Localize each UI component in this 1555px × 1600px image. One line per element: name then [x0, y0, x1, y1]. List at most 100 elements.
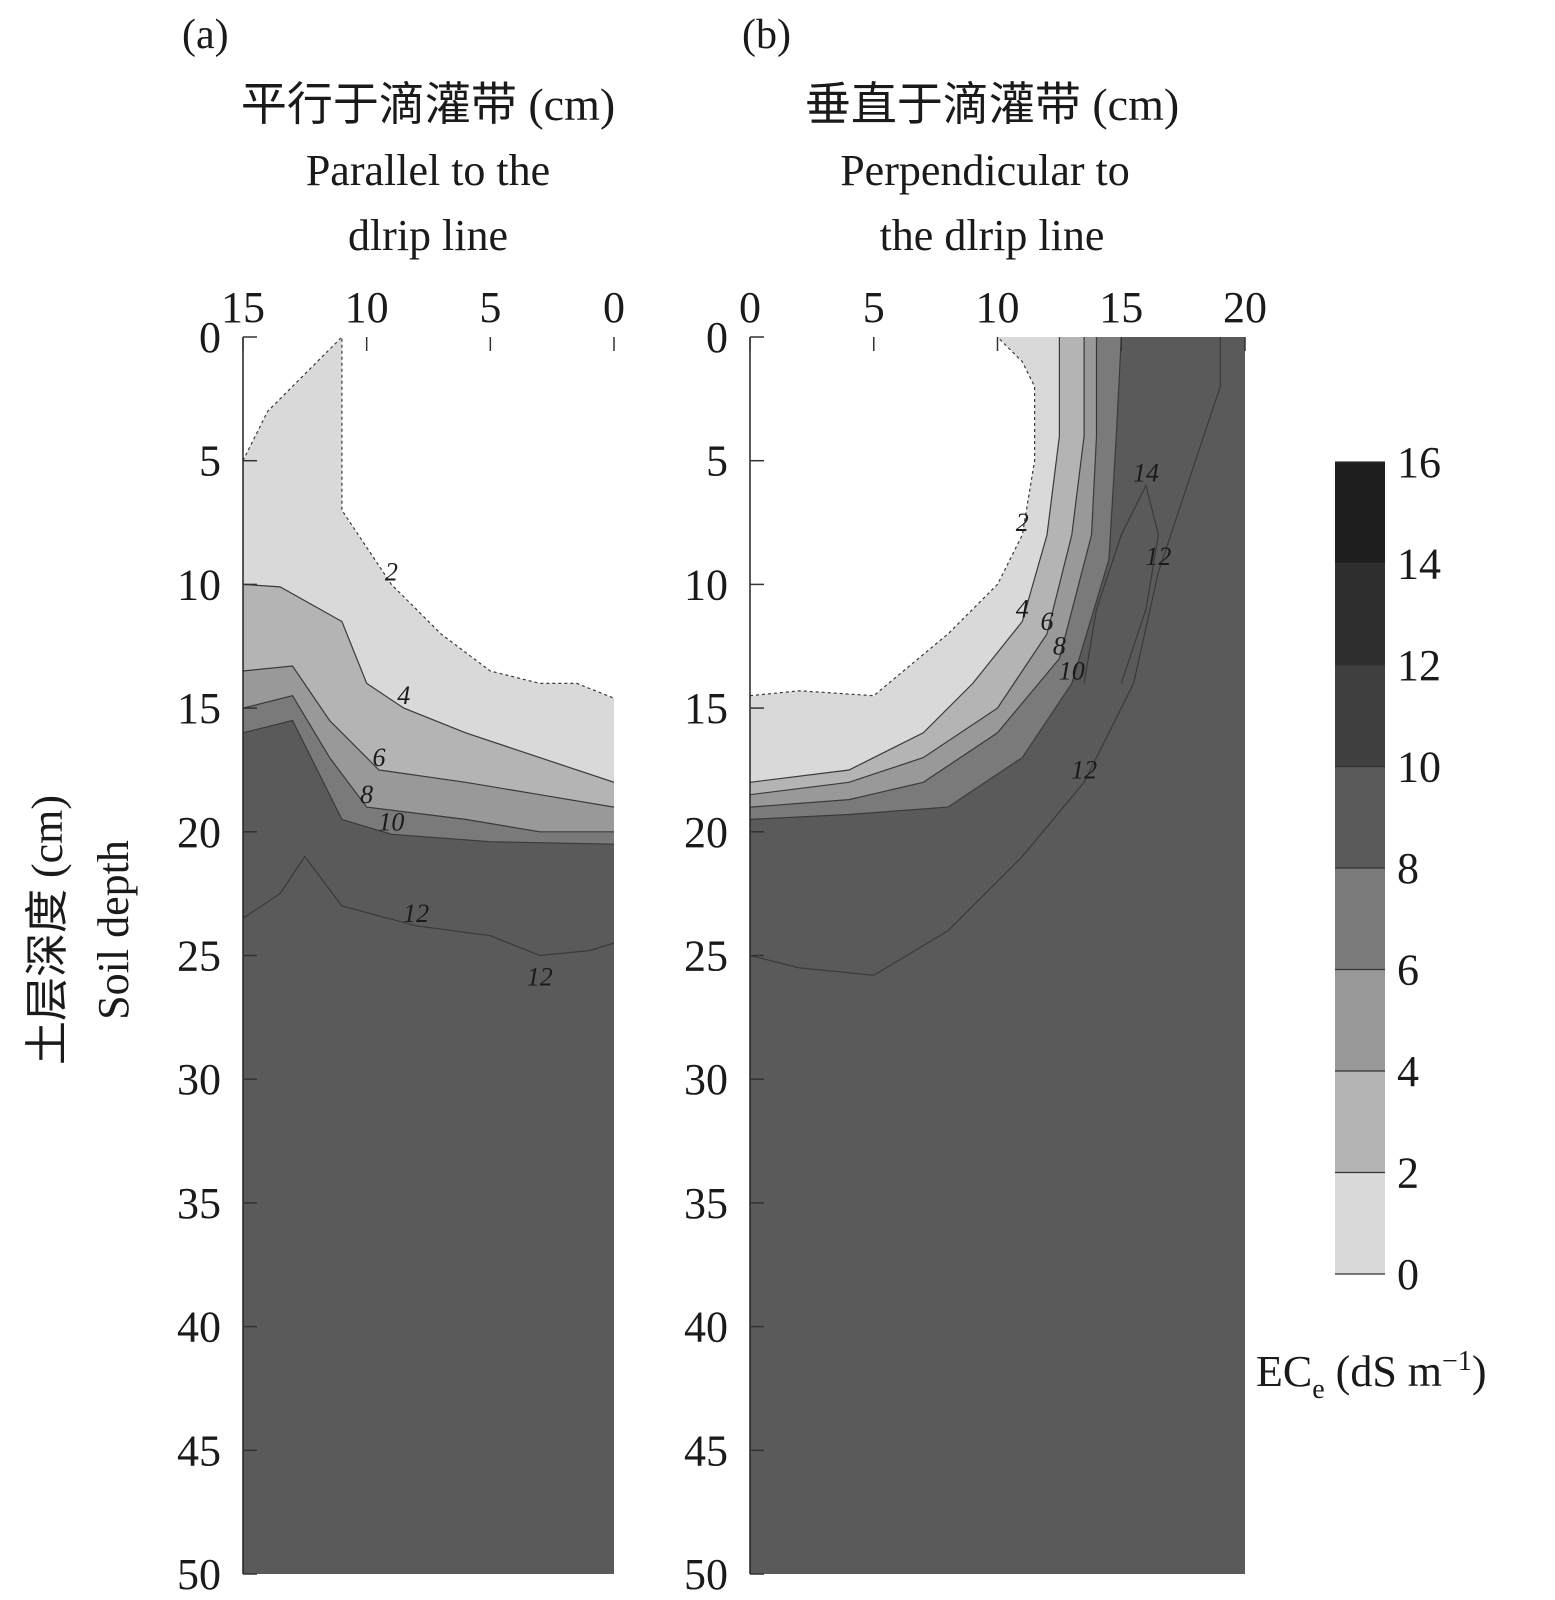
y-axis-label-en: Soil depth [89, 840, 138, 1020]
colorbar: 0 2 4 6 8 10 12 14 16 [1335, 438, 1441, 1299]
panel-a-filled-bands [243, 337, 614, 957]
panel-a-band-below-2 [243, 337, 614, 699]
panel-b-x-tick-label: 15 [1099, 283, 1143, 332]
colorbar-tick-label: 2 [1397, 1149, 1419, 1198]
panel-b-y-tick-label: 35 [684, 1179, 728, 1228]
panel-b-y-tick-label: 50 [684, 1550, 728, 1599]
colorbar-tick-label: 0 [1397, 1250, 1419, 1299]
panel-b-iso-line-8 [750, 337, 1098, 808]
colorbar-swatch [1335, 665, 1385, 767]
panel-a-iso-line-6 [243, 665, 614, 808]
panel-b-y-tick-label: 40 [684, 1303, 728, 1352]
panel-b-iso-line-12 [750, 337, 1221, 976]
panel-b-y-tick-label: 10 [684, 560, 728, 609]
colorbar-tick-label: 16 [1397, 438, 1441, 487]
panel-a-contour-label: 12 [403, 899, 429, 928]
panel-b-contour-label: 2 [1016, 508, 1029, 537]
colorbar-label-close: ) [1472, 1347, 1487, 1396]
panel-a-iso-line-2 [243, 337, 614, 699]
colorbar-tick-label: 10 [1397, 743, 1441, 792]
colorbar-tick-label: 8 [1397, 844, 1419, 893]
colorbar-tick-label: 14 [1397, 540, 1441, 589]
panel-a-y-tick-label: 25 [177, 932, 221, 981]
panel-b-iso-line-2 [750, 337, 1036, 697]
colorbar-swatch [1335, 563, 1385, 665]
panel-a-contour-label: 2 [385, 557, 398, 586]
colorbar-tick-label: 12 [1397, 641, 1441, 690]
panel-a-y-tick-label: 30 [177, 1055, 221, 1104]
panel-b-contour-label: 8 [1053, 632, 1066, 661]
panel-a-iso-line-8 [243, 695, 614, 833]
colorbar-swatch [1335, 1071, 1385, 1173]
panel-a-y-tick-label: 20 [177, 808, 221, 857]
panel-a-contour-label: 8 [360, 780, 373, 809]
colorbar-swatch [1335, 1172, 1385, 1274]
panel-a-title-en-line1: Parallel to the [306, 146, 550, 195]
y-axis-label-cn: 土层深度 (cm) [23, 795, 72, 1065]
panel-a-y-tick-label: 10 [177, 560, 221, 609]
panel-b-contour-label: 12 [1145, 542, 1171, 571]
panel-a-letter: (a) [182, 12, 229, 58]
panel-b-title-en-line1: Perpendicular to [840, 146, 1130, 195]
panel-b-contour-label: 14 [1133, 458, 1159, 487]
panel-b-contour-label: 4 [1016, 595, 1029, 624]
panel-b-contour-label: 6 [1041, 607, 1054, 636]
panel-b-letter: (b) [742, 12, 791, 58]
colorbar-label-superscript: −1 [1442, 1346, 1472, 1377]
panel-b-iso-line-6 [750, 337, 1085, 796]
panel-a-y-tick-label: 15 [177, 684, 221, 733]
panel-b-y-tick-label: 25 [684, 932, 728, 981]
panel-b-y-tick-label: 0 [706, 313, 728, 362]
panel-b-band-below-2 [750, 337, 1035, 696]
y-axis-label: 土层深度 (cm) [23, 795, 72, 1065]
colorbar-tick-label: 4 [1397, 1047, 1419, 1096]
colorbar-label-unit: (dS m [1325, 1347, 1442, 1396]
panel-a-x-tick-label: 0 [603, 283, 625, 332]
colorbar-label-main: EC [1256, 1347, 1312, 1396]
panel-a-title-cn: 平行于滴灌带 (cm) [241, 79, 615, 130]
colorbar-swatch [1335, 868, 1385, 970]
panel-b-y-tick-label: 30 [684, 1055, 728, 1104]
panel-b-x-tick-label: 20 [1223, 283, 1267, 332]
panel-b-contour-label: 10 [1059, 656, 1085, 685]
colorbar-label-subscript: e [1312, 1374, 1324, 1405]
panel-a-y-tick-label: 35 [177, 1179, 221, 1228]
panel-b-x-tick-label: 5 [863, 283, 885, 332]
colorbar-swatch [1335, 462, 1385, 564]
panel-a-y-tick-label: 0 [199, 313, 221, 362]
panel-b-y-tick-label: 5 [706, 437, 728, 486]
panel-a-contour-label: 12 [527, 963, 553, 992]
colorbar-tick-label: 6 [1397, 946, 1419, 995]
panel-b-title-en-line2: the dlrip line [880, 211, 1105, 260]
panel-b-x-tick-label: 0 [739, 283, 761, 332]
panel-a-x-tick-label: 10 [345, 283, 389, 332]
panel-b-iso-line-4 [750, 337, 1061, 783]
panel-a-y-tick-label: 40 [177, 1303, 221, 1352]
panel-b-iso-line-10 [750, 337, 1122, 820]
panel-b-filled-bands [750, 337, 1221, 976]
panel-a-contour-label: 4 [397, 681, 410, 710]
panel-a-contour-label: 10 [378, 807, 404, 836]
colorbar-label: ECe (dS m−1) [1256, 1346, 1486, 1405]
panel-b-y-tick-label: 15 [684, 684, 728, 733]
panel-a-iso-line-10 [243, 719, 614, 845]
panel-a-iso-line-4 [243, 583, 614, 783]
panel-a-x-tick-label: 5 [479, 283, 501, 332]
panel-a-y-tick-label: 50 [177, 1550, 221, 1599]
panel-a-x-tick-label: 15 [221, 283, 265, 332]
panel-a-iso-line-12 [243, 855, 614, 957]
panel-b-x-tick-label: 10 [976, 283, 1020, 332]
panel-b-y-tick-label: 45 [684, 1426, 728, 1475]
colorbar-swatch [1335, 766, 1385, 868]
panel-a-y-tick-label: 5 [199, 437, 221, 486]
panel-a-contour-label: 6 [373, 743, 386, 772]
colorbar-swatch [1335, 969, 1385, 1071]
panel-b-title-cn: 垂直于滴灌带 (cm) [805, 79, 1179, 130]
panel-b-iso-line-14 [1083, 483, 1160, 684]
panel-a-title-en-line2: dlrip line [348, 211, 508, 260]
panel-b-y-tick-label: 20 [684, 808, 728, 857]
panel-a-y-tick-label: 45 [177, 1426, 221, 1475]
